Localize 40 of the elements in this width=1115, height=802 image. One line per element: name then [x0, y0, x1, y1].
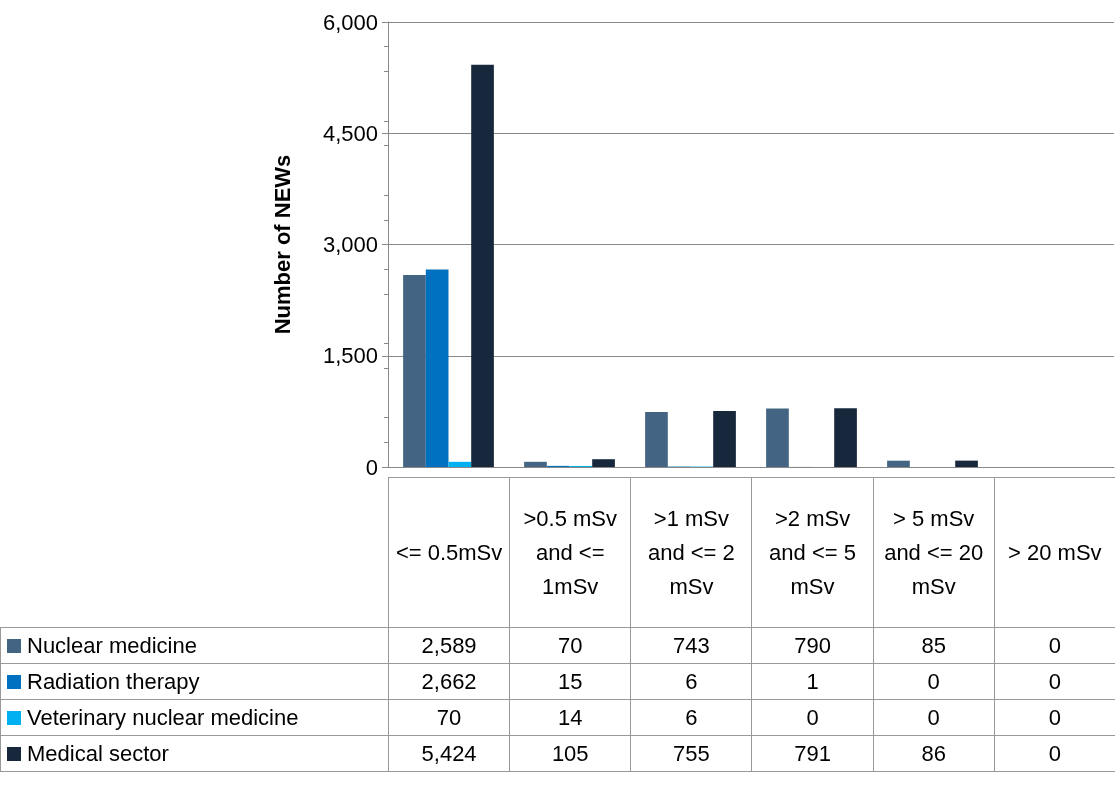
data-label: 2,662 — [388, 663, 510, 700]
data-label: 105 — [509, 735, 631, 772]
legend-label: Medical sector — [0, 735, 389, 772]
data-label: 86 — [873, 735, 995, 772]
y-tick-label: 6,000 — [322, 9, 378, 35]
y-axis-title: Number of NEWs — [269, 154, 295, 335]
x-tick-label: >1 mSv and <= 2 mSv — [630, 477, 752, 628]
data-label: 0 — [751, 699, 874, 736]
data-label: 15 — [509, 663, 631, 700]
x-tick-label: <= 0.5mSv — [388, 477, 510, 628]
x-tick-label: >2 mSv and <= 5 mSv — [751, 477, 874, 628]
data-label: 70 — [509, 627, 631, 664]
data-label: 1 — [751, 663, 874, 700]
data-label: 790 — [751, 627, 874, 664]
x-tick-label: > 5 mSv and <= 20 mSv — [873, 477, 995, 628]
data-label: 6 — [630, 663, 752, 700]
data-label: 6 — [630, 699, 752, 736]
y-tick-label: 4,500 — [322, 120, 378, 146]
legend-label: Radiation therapy — [0, 663, 389, 700]
data-label: 0 — [994, 735, 1115, 772]
data-label: 791 — [751, 735, 874, 772]
data-label: 743 — [630, 627, 752, 664]
data-label: 85 — [873, 627, 995, 664]
y-tick-label: 0 — [365, 454, 378, 480]
y-tick-label: 1,500 — [322, 343, 378, 369]
data-label: 0 — [873, 699, 995, 736]
data-label: 0 — [994, 663, 1115, 700]
data-label: 0 — [994, 699, 1115, 736]
data-label: 70 — [388, 699, 510, 736]
legend-label: Veterinary nuclear medicine — [0, 699, 389, 736]
data-label: 14 — [509, 699, 631, 736]
x-tick-label: >0.5 mSv and <= 1mSv — [509, 477, 631, 628]
y-tick-label: 3,000 — [322, 232, 378, 257]
data-label: 2,589 — [388, 627, 510, 664]
data-label: 0 — [994, 627, 1115, 664]
legend-label: Nuclear medicine — [0, 627, 389, 664]
data-label: 5,424 — [388, 735, 510, 772]
data-label: 755 — [630, 735, 752, 772]
x-tick-label: > 20 mSv — [994, 477, 1115, 628]
data-label: 0 — [873, 663, 995, 700]
